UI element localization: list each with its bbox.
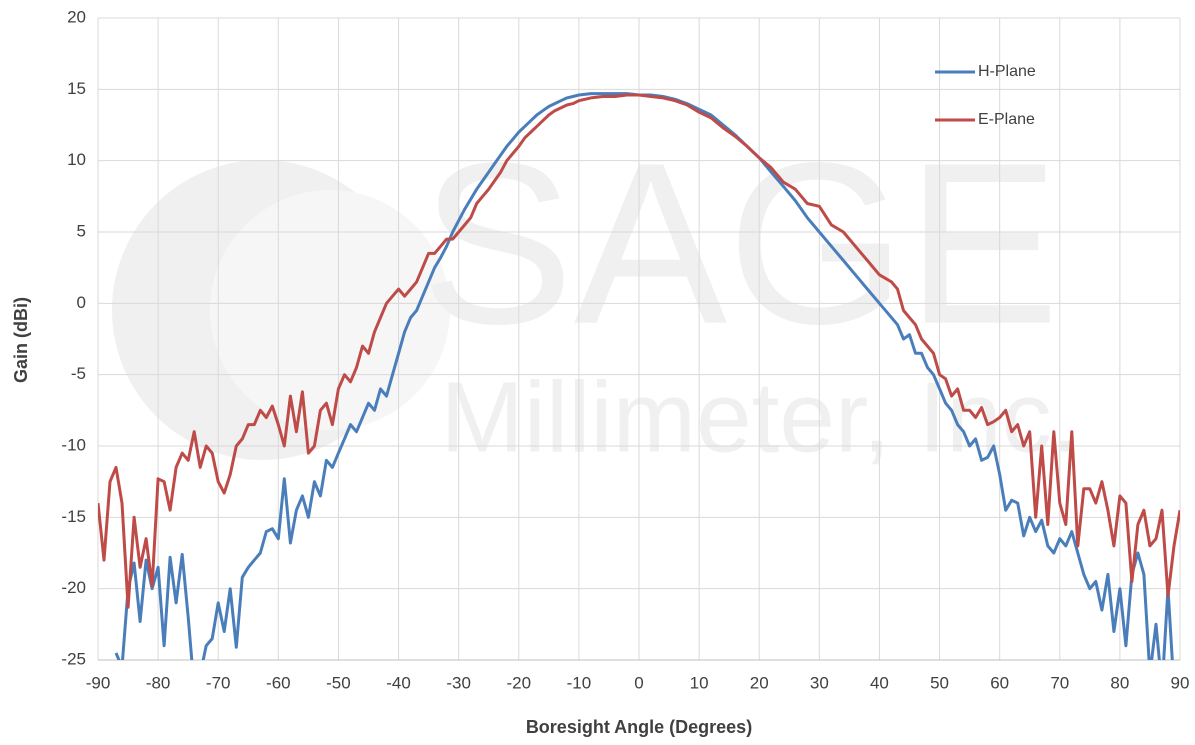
y-tick-label: -10 — [61, 435, 86, 454]
x-tick-label: 60 — [990, 673, 1009, 692]
x-tick-label: -20 — [506, 673, 531, 692]
x-axis-label: Boresight Angle (Degrees) — [526, 717, 752, 737]
y-tick-label: 5 — [77, 221, 86, 240]
y-axis-label: Gain (dBi) — [11, 297, 31, 383]
x-tick-label: 40 — [870, 673, 889, 692]
y-tick-label: 10 — [67, 150, 86, 169]
y-tick-label: 15 — [67, 79, 86, 98]
x-tick-label: -10 — [567, 673, 592, 692]
y-tick-label: 20 — [67, 7, 86, 26]
x-tick-label: 20 — [750, 673, 769, 692]
x-tick-label: -30 — [446, 673, 471, 692]
x-tick-label: 10 — [690, 673, 709, 692]
plot-area — [98, 92, 1180, 660]
x-tick-label: 70 — [1050, 673, 1069, 692]
x-tick-label: -70 — [206, 673, 231, 692]
x-tick-label: -90 — [86, 673, 111, 692]
legend-label: H-Plane — [978, 63, 1036, 80]
watermark: Millimeter, Inc. — [440, 361, 1079, 473]
y-tick-label: 0 — [77, 293, 86, 312]
x-tick-label: -60 — [266, 673, 291, 692]
y-tick-label: -15 — [61, 507, 86, 526]
x-tick-label: 50 — [930, 673, 949, 692]
x-tick-label: -80 — [146, 673, 171, 692]
watermark: SAGE — [420, 115, 1059, 372]
y-tick-label: -20 — [61, 578, 86, 597]
y-tick-label: -25 — [61, 649, 86, 668]
watermark-logo — [112, 160, 450, 460]
series-line — [98, 93, 1180, 609]
x-tick-label: 80 — [1110, 673, 1129, 692]
y-tick-label: -5 — [71, 364, 86, 383]
x-tick-label: -50 — [326, 673, 351, 692]
x-tick-label: -40 — [386, 673, 411, 692]
legend-label: E-Plane — [978, 111, 1035, 128]
x-tick-label: 30 — [810, 673, 829, 692]
x-tick-label: 90 — [1171, 673, 1190, 692]
x-tick-label: 0 — [634, 673, 643, 692]
series-line — [114, 92, 1174, 660]
